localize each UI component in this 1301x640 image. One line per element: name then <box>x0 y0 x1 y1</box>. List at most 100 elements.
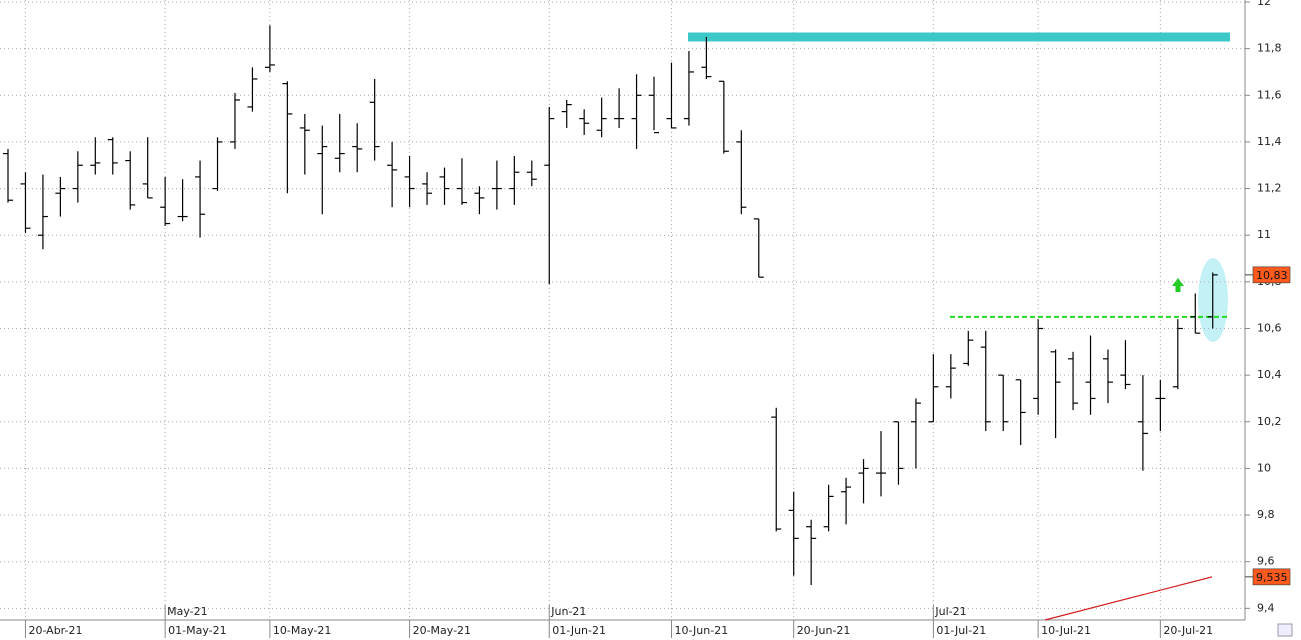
ohlc-bar <box>649 76 660 134</box>
ohlc-bar <box>945 354 956 399</box>
ohlc-bar <box>579 109 590 135</box>
ohlc-bar <box>928 354 939 423</box>
ohlc-bar <box>876 431 886 497</box>
ohlc-bar <box>1102 349 1113 404</box>
y-tick-label: 9,8 <box>1257 508 1275 521</box>
y-tick-label: 10 <box>1257 461 1271 474</box>
ohlc-bar <box>90 137 101 175</box>
month-label: May-21 <box>167 605 208 618</box>
up-arrow <box>1172 278 1184 292</box>
y-tick-label: 10,2 <box>1257 415 1282 428</box>
ohlc-bar <box>212 137 223 191</box>
x-tick-label: 01-Jun-21 <box>552 624 606 637</box>
ohlc-bar <box>264 25 275 72</box>
ohlc-bar <box>352 123 363 173</box>
y-tick-label: 10,4 <box>1257 368 1282 381</box>
y-tick-label: 9,6 <box>1257 555 1275 568</box>
ohlc-bar <box>1155 379 1166 432</box>
month-label: Jun-21 <box>550 605 586 618</box>
ohlc-bar <box>142 137 153 199</box>
ohlc-bar <box>160 176 171 226</box>
ohlc-bar <box>596 97 607 138</box>
ohlc-bar <box>3 148 13 203</box>
ohlc-bar <box>1207 272 1218 329</box>
ohlc-bar <box>998 374 1009 432</box>
ohlc-bar <box>718 80 729 154</box>
ohlc-bar <box>1068 351 1079 411</box>
trend-line <box>1044 576 1213 621</box>
ohlc-bar <box>20 172 31 233</box>
ohlc-bar <box>771 407 782 532</box>
ohlc-bar <box>683 50 694 126</box>
price-label: 10,83 <box>1256 269 1288 282</box>
ohlc-bar <box>1120 340 1131 390</box>
ohlc-bar <box>247 67 258 112</box>
ohlc-bar <box>753 218 764 278</box>
ohlc-bar <box>858 459 869 504</box>
month-label: Jul-21 <box>934 605 966 618</box>
ohlc-bar <box>736 130 747 215</box>
ohlc-bar <box>334 113 345 173</box>
x-tick-label: 01-Jul-21 <box>936 624 986 637</box>
ohlc-bar <box>369 78 380 161</box>
ohlc-bar <box>893 421 904 485</box>
ohlc-bar <box>125 151 136 210</box>
ohlc-bar <box>701 36 712 79</box>
y-tick-label: 11,2 <box>1257 182 1282 195</box>
ohlc-bar <box>544 106 555 285</box>
x-tick-label: 01-May-21 <box>168 624 226 637</box>
ohlc-bar <box>229 92 240 149</box>
y-tick-label: 11,4 <box>1257 135 1282 148</box>
ohlc-bar <box>980 330 991 432</box>
y-tick-label: 11,6 <box>1257 88 1282 101</box>
ohlc-bar <box>806 519 817 586</box>
ohlc-bar <box>55 176 66 217</box>
x-tick-label: 20-Jul-21 <box>1163 624 1213 637</box>
ohlc-bar <box>282 81 293 194</box>
ohlc-bar <box>491 160 502 210</box>
ohlc-bar <box>177 179 188 222</box>
ohlc-bar <box>631 74 642 149</box>
ohlc-bar <box>963 330 974 366</box>
ohlc-bar <box>439 167 450 205</box>
y-tick-label: 11,8 <box>1257 42 1282 55</box>
ohlc-bar <box>474 186 485 215</box>
ohlc-bar <box>422 172 433 205</box>
ohlc-bar <box>666 62 677 129</box>
ohlc-bar <box>387 141 398 208</box>
ohlc-bar <box>404 155 415 208</box>
ohlc-bar <box>72 151 83 203</box>
ohlc-bar <box>195 160 206 238</box>
ohlc-bar <box>1033 319 1044 415</box>
x-tick-label: 10-Jun-21 <box>674 624 728 637</box>
y-tick-label: 10,6 <box>1257 321 1282 334</box>
ohlc-bar <box>107 137 118 175</box>
ohlc-bar <box>823 484 834 532</box>
ohlc-bar <box>526 160 537 187</box>
ohlc-bar <box>561 99 572 128</box>
x-tick-label: 20-Abr-21 <box>28 624 82 637</box>
ohlc-bar <box>841 477 852 525</box>
ohlc-bar <box>299 113 310 175</box>
ohlc-bar <box>456 158 467 205</box>
y-tick-label: 12 <box>1257 0 1271 8</box>
y-tick-label: 11 <box>1257 228 1271 241</box>
ohlc-bar <box>1015 379 1026 446</box>
ohlc-bar <box>1190 293 1201 334</box>
ohlc-bar <box>509 155 520 205</box>
ohlc-bar <box>1085 335 1096 415</box>
ohlc-bar <box>910 398 921 469</box>
ohlc-bar <box>317 125 328 215</box>
y-tick-label: 9,4 <box>1257 601 1275 614</box>
ohlc-bar <box>1172 319 1183 390</box>
ohlc-bar <box>614 88 625 128</box>
ohlc-bar <box>1050 349 1061 439</box>
ohlc-bar <box>1137 375 1148 471</box>
ohlc-bar <box>788 491 799 576</box>
x-tick-label: 10-Jul-21 <box>1041 624 1091 637</box>
ohlc-bar <box>37 174 48 250</box>
x-tick-label: 20-May-21 <box>413 624 471 637</box>
x-tick-label: 20-Jun-21 <box>797 624 851 637</box>
